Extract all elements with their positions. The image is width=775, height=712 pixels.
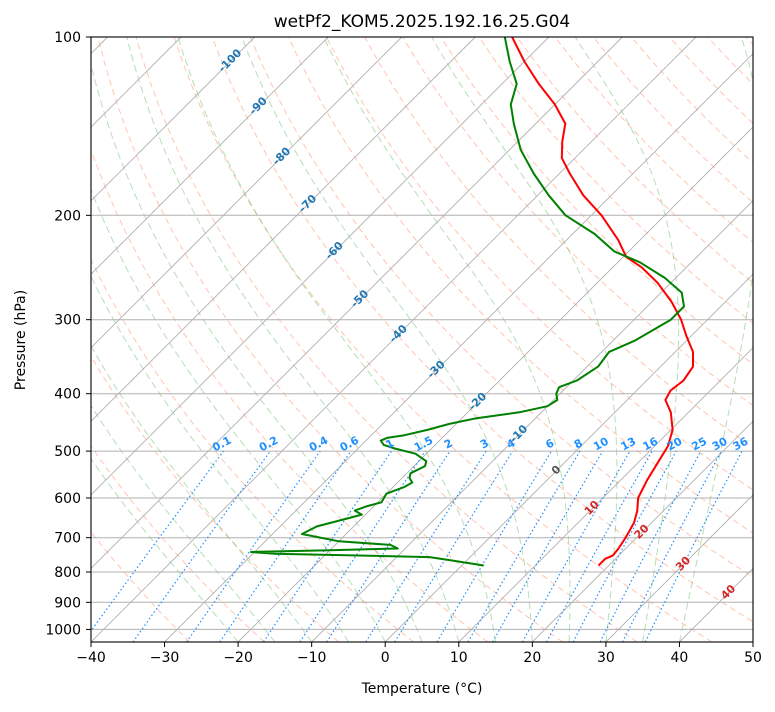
y-axis-label: Pressure (hPa) <box>13 290 29 390</box>
y-tick-label: 600 <box>54 491 81 507</box>
y-tick-label: 800 <box>54 565 81 581</box>
x-tick-label: −10 <box>297 650 327 666</box>
y-tick-label: 300 <box>54 313 81 329</box>
y-tick-label: 500 <box>54 444 81 460</box>
x-tick-label: 10 <box>450 650 468 666</box>
y-tick-label: 1000 <box>45 622 81 638</box>
x-tick-label: −30 <box>150 650 180 666</box>
y-tick-label: 100 <box>54 30 81 46</box>
y-tick-label: 900 <box>54 595 81 611</box>
x-tick-label: 0 <box>381 650 390 666</box>
y-tick-label: 700 <box>54 531 81 547</box>
x-tick-label: −20 <box>223 650 253 666</box>
chart-title: wetPf2_KOM5.2025.192.16.25.G04 <box>274 12 570 32</box>
y-tick-label: 400 <box>54 387 81 403</box>
x-axis-label: Temperature (°C) <box>361 681 483 697</box>
y-tick-label: 200 <box>54 208 81 224</box>
x-tick-label: 50 <box>744 650 762 666</box>
x-tick-label: 40 <box>671 650 689 666</box>
x-tick-label: −40 <box>76 650 106 666</box>
x-tick-label: 20 <box>523 650 541 666</box>
x-tick-label: 30 <box>597 650 615 666</box>
